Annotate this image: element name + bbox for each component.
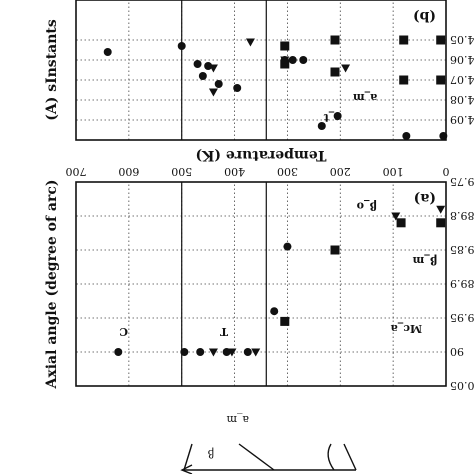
circle-marker [317, 122, 326, 130]
circle-marker [288, 56, 297, 64]
circle-marker [103, 48, 112, 56]
x-tick-label: 0 [443, 165, 450, 178]
circle-marker [439, 132, 448, 140]
square-marker [330, 67, 340, 77]
circle-marker [198, 72, 207, 80]
series-square [280, 218, 446, 326]
y-tick-label: 89.9 [450, 277, 474, 290]
series-triangle [208, 38, 351, 97]
point-annotation: β_m [412, 253, 437, 267]
circle-marker [270, 307, 279, 316]
unit-cell-sketch: β a_m [180, 413, 357, 474]
square-marker [399, 75, 409, 85]
square-marker [399, 35, 409, 45]
plot-frame [75, 181, 447, 387]
circle-marker [193, 60, 202, 68]
sketch-edge [183, 443, 193, 471]
lattice-constants-panel: 4.054.064.074.084.09(A) sInstants(b)a_mc… [44, 0, 474, 141]
y-tick-label: 89.8 [450, 209, 474, 222]
phase-label: C [119, 325, 128, 338]
y-tick-label: 4.06 [450, 53, 474, 66]
point-annotation: a_m [353, 90, 378, 104]
circle-marker [196, 348, 205, 356]
y-axis-title: (A) sInstants [44, 19, 60, 121]
square-marker [436, 75, 446, 85]
circle-marker [280, 56, 289, 64]
circle-marker [243, 348, 252, 356]
axial-angle-panel: 89.75 89.8 89.85 89.9 89.95 90 90.05 0 100 200 300… [44, 147, 474, 392]
circle-marker [114, 348, 123, 356]
x-tick-label: 500 [171, 165, 192, 178]
circle-marker [333, 112, 342, 120]
y-tick-label: 4.08 [450, 93, 474, 106]
y-tick-label: 4.09 [450, 113, 474, 126]
square-marker [436, 218, 446, 228]
triangle-marker [245, 38, 255, 47]
x-tick-label: 200 [330, 165, 351, 178]
triangle-marker [251, 348, 261, 357]
x-tick-label: 700 [66, 165, 87, 178]
sketch-beta-label: β [208, 447, 214, 460]
sketch-edge [343, 443, 357, 471]
triangle-marker [208, 88, 218, 97]
triangle-marker [208, 348, 218, 357]
circle-marker [299, 56, 308, 64]
x-tick-label: 600 [118, 165, 139, 178]
x-axis-title: Temperature (K) [196, 147, 327, 163]
circle-marker [402, 132, 411, 140]
square-marker [396, 218, 406, 228]
y-tick-label: 4.07 [450, 73, 474, 86]
circle-marker [214, 80, 223, 88]
y-tick-label: 4.05 [450, 33, 474, 46]
grid [76, 182, 446, 386]
square-marker [280, 41, 290, 51]
x-tick-label: 300 [277, 165, 298, 178]
circle-marker [283, 242, 292, 251]
panel-label: (b) [413, 8, 436, 24]
series-circle [103, 42, 448, 140]
y-tick-label: 90.05 [450, 379, 474, 392]
circle-marker [177, 42, 186, 50]
plot-frame [75, 0, 447, 141]
sketch-edge [238, 443, 275, 471]
y-tick-label: 89.85 [450, 243, 474, 256]
phase-label: Mc_a [391, 321, 423, 335]
sketch-arrowhead [180, 464, 193, 474]
circle-marker [180, 348, 189, 356]
x-tick-label: 100 [383, 165, 404, 178]
phase-label: T [219, 325, 228, 338]
circle-marker [204, 62, 213, 70]
y-tick-label: 89.75 [450, 175, 474, 188]
sketch-am-label: a_m [226, 413, 249, 426]
square-marker [330, 35, 340, 45]
series-circle [114, 242, 292, 356]
point-annotation: β_o [357, 198, 377, 212]
x-tick-label: 400 [224, 165, 245, 178]
grid [76, 0, 446, 140]
triangle-marker [391, 212, 401, 221]
y-tick-label: 89.95 [450, 311, 474, 324]
triangle-marker [341, 64, 351, 73]
panel-label: (a) [414, 190, 436, 206]
sketch-arc [327, 443, 335, 471]
y-tick-label: 90 [450, 345, 464, 358]
square-marker [280, 316, 290, 326]
square-marker [330, 245, 340, 255]
square-marker [436, 35, 446, 45]
circle-marker [233, 84, 242, 92]
y-axis-title: Axial angle (degree of arc) [44, 180, 60, 390]
circle-marker [222, 348, 231, 356]
triangle-marker [436, 205, 446, 214]
